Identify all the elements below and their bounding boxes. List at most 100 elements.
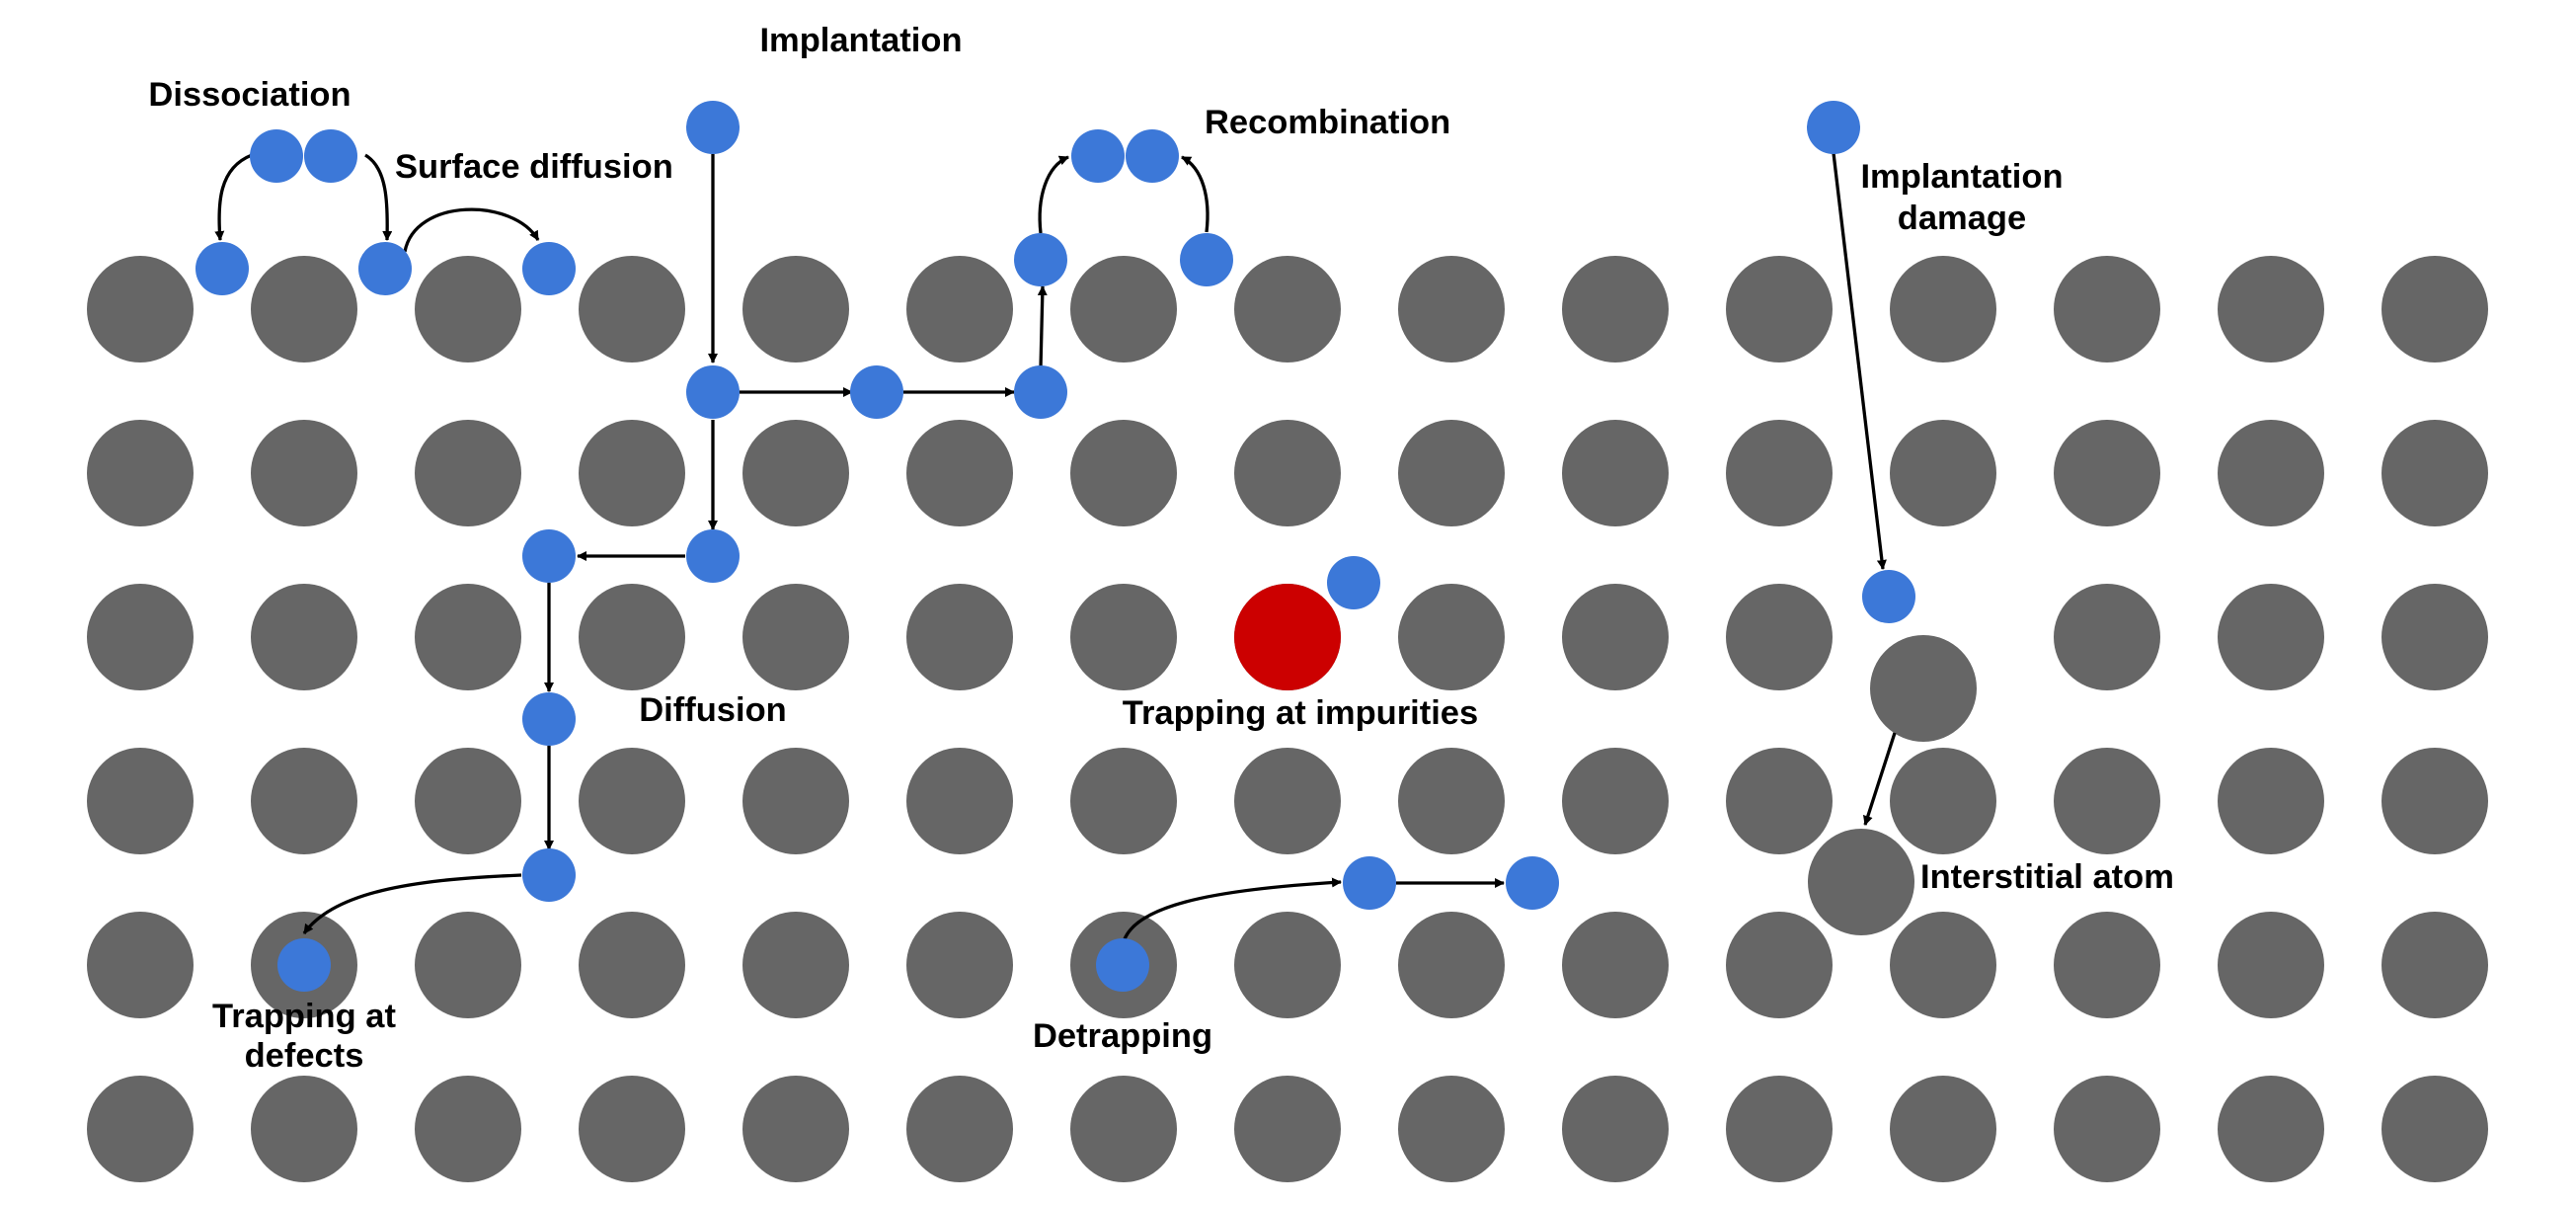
surface-diffusion-arrow: [403, 207, 540, 253]
lattice-atom: [415, 420, 521, 526]
hydrogen-atom: [686, 365, 740, 419]
hydrogen-atom: [1014, 233, 1067, 286]
lattice-atom: [2381, 256, 2488, 362]
trapped-hydrogen-atom: [277, 938, 331, 992]
lattice-atom: [1398, 256, 1505, 362]
hydrogen-atom: [1807, 101, 1860, 154]
hydrogen-atom: [1071, 129, 1125, 183]
lattice-atom: [1070, 420, 1177, 526]
lattice-atom: [2381, 1076, 2488, 1182]
lattice-atom: [2054, 748, 2160, 854]
lattice-atom: [1234, 748, 1341, 854]
lattice-atom: [579, 420, 685, 526]
implantation-damage-arrow: [1832, 152, 1887, 570]
detrapped-hydrogen-atom: [1096, 938, 1149, 992]
lattice-atom: [1234, 256, 1341, 362]
lattice-atom: [1070, 256, 1177, 362]
hydrogen-atom: [1180, 233, 1233, 286]
lattice-atom: [1726, 420, 1833, 526]
label-diffusion: Diffusion: [639, 691, 786, 729]
lattice-atom: [906, 256, 1013, 362]
displaced-atoms: [1808, 635, 1977, 935]
lattice-atom: [906, 1076, 1013, 1182]
lattice-atom: [579, 256, 685, 362]
lattice-atom: [2054, 420, 2160, 526]
lattice-atom: [2054, 584, 2160, 690]
lattice-atom: [1890, 1076, 1996, 1182]
lattice-atom: [742, 256, 849, 362]
lattice-atom: [251, 748, 357, 854]
lattice-atom: [415, 912, 521, 1018]
lattice-atom: [2381, 748, 2488, 854]
lattice-atom: [1562, 912, 1669, 1018]
hydrogen-atom: [1343, 856, 1396, 910]
label-implantation-damage-1: Implantation: [1860, 158, 2063, 196]
diffusion-arrow-up: [1037, 285, 1048, 368]
label-implantation-damage-2: damage: [1898, 200, 2026, 237]
dissociation-arrow-right: [364, 153, 393, 241]
lattice-atom: [1234, 912, 1341, 1018]
hydrogen-atom: [1014, 365, 1067, 419]
recombination-arrow-left: [1038, 155, 1069, 234]
lattice-atom: [742, 584, 849, 690]
metal-lattice: [87, 256, 2488, 1182]
lattice-atom: [1234, 420, 1341, 526]
impurity-atom: [1234, 584, 1341, 690]
recombination-arrow-right: [1181, 155, 1210, 233]
lattice-atom: [415, 584, 521, 690]
interstitial-atom: [1808, 829, 1914, 935]
trapping-defects-arrow: [302, 873, 522, 934]
interstitial-displacement-arrow: [1863, 732, 1897, 826]
hydrogen-atom: [195, 242, 249, 295]
hydrogen-atom: [358, 242, 412, 295]
hydrogen-atom: [250, 129, 303, 183]
label-implantation: Implantation: [759, 22, 962, 59]
labels: Implantation Dissociation Surface diffus…: [148, 22, 2173, 1075]
label-trapping-impurities: Trapping at impurities: [1123, 694, 1478, 732]
lattice-atom: [1398, 1076, 1505, 1182]
lattice-atom: [1890, 748, 1996, 854]
hydrogen-atom: [1126, 129, 1179, 183]
lattice-atom: [2218, 748, 2324, 854]
lattice-atom: [1070, 748, 1177, 854]
lattice-atom: [415, 1076, 521, 1182]
hydrogen-atoms: [195, 101, 1915, 992]
process-arrows: [214, 152, 1897, 956]
hydrogen-atom: [522, 848, 576, 902]
lattice-atom: [251, 1076, 357, 1182]
lattice-atom: [2218, 1076, 2324, 1182]
label-recombination: Recombination: [1205, 104, 1450, 141]
lattice-atom: [1070, 1076, 1177, 1182]
lattice-atom: [906, 420, 1013, 526]
lattice-atom: [1726, 584, 1833, 690]
hydrogen-atom: [1506, 856, 1559, 910]
lattice-atom: [87, 256, 194, 362]
lattice-atom: [1726, 748, 1833, 854]
hydrogen-atom: [522, 242, 576, 295]
lattice-atom: [906, 912, 1013, 1018]
lattice-atom: [1398, 912, 1505, 1018]
lattice-atom: [1070, 584, 1177, 690]
lattice-atom: [87, 420, 194, 526]
lattice-atom: [2218, 912, 2324, 1018]
lattice-atom: [2054, 1076, 2160, 1182]
impurity-trapped-hydrogen-atom: [1327, 556, 1380, 609]
lattice-atom: [87, 748, 194, 854]
displaced-lattice-atom: [1870, 635, 1977, 742]
lattice-atom: [1890, 420, 1996, 526]
lattice-atom: [2381, 912, 2488, 1018]
hydrogen-atom: [522, 692, 576, 746]
hydrogen-atom: [304, 129, 357, 183]
lattice-atom: [1398, 748, 1505, 854]
lattice-atom: [2218, 256, 2324, 362]
lattice-atom: [1562, 748, 1669, 854]
lattice-atom: [1726, 1076, 1833, 1182]
label-dissociation: Dissociation: [148, 76, 351, 114]
lattice-atom: [906, 748, 1013, 854]
label-interstitial-atom: Interstitial atom: [1920, 858, 2174, 896]
lattice-atom: [87, 1076, 194, 1182]
lattice-atom: [251, 256, 357, 362]
lattice-atom: [415, 748, 521, 854]
label-trapping-defects-1: Trapping at: [212, 998, 396, 1035]
